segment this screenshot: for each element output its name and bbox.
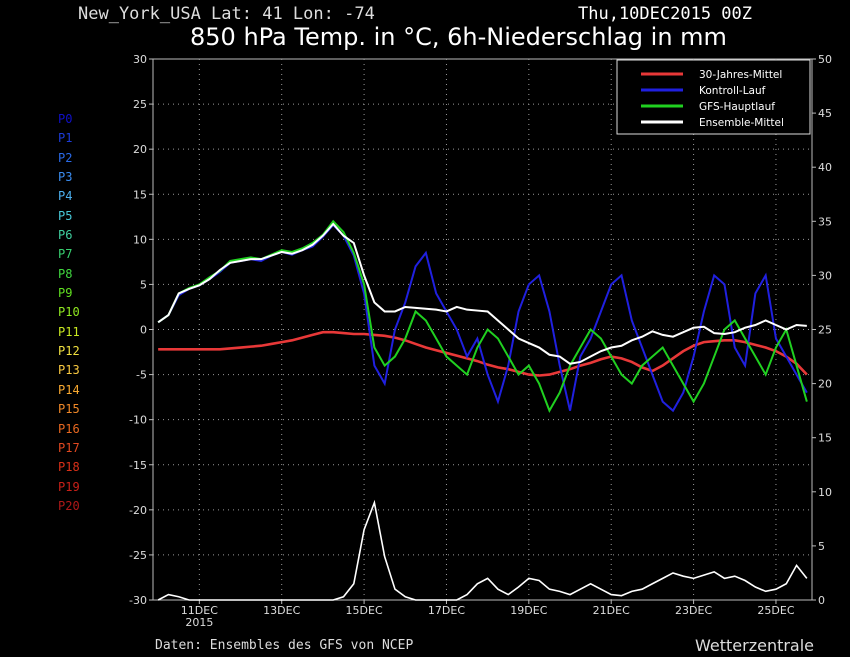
legend-entry-3: GFS-Hauptlauf <box>699 101 775 113</box>
y-tick-label: 10 <box>133 233 147 246</box>
y-tick-label: -20 <box>129 504 147 517</box>
member-label-p20: P20 <box>58 498 80 513</box>
member-label-p16: P16 <box>58 421 80 436</box>
y2-tick-label: 45 <box>818 107 832 120</box>
y-tick-label: -5 <box>136 369 147 382</box>
y2-tick-label: 0 <box>818 594 825 607</box>
member-label-p3: P3 <box>58 170 73 185</box>
legend-entry-2: Kontroll-Lauf <box>699 85 766 97</box>
series-line-3 <box>157 219 808 413</box>
x-tick-label: 17DEC <box>428 604 465 617</box>
y-tick-label: -25 <box>129 549 147 562</box>
y2-tick-label: 25 <box>818 324 832 337</box>
y2-tick-label: 5 <box>818 540 825 553</box>
member-label-p10: P10 <box>58 305 80 320</box>
member-label-p1: P1 <box>58 131 73 146</box>
y2-tick-label: 15 <box>818 432 832 445</box>
location-label: New_York_USA Lat: 41 Lon: -74 <box>78 4 375 24</box>
run-date: Thu,10DEC2015 00Z <box>578 4 752 24</box>
y-tick-label: 0 <box>140 324 147 337</box>
y-tick-label: -10 <box>129 414 147 427</box>
brand-label: Wetterzentrale <box>695 636 815 655</box>
y2-tick-label: 10 <box>818 486 832 499</box>
x-tick-label: 25DEC <box>757 604 794 617</box>
y-tick-label: 20 <box>133 143 147 156</box>
member-label-p8: P8 <box>58 266 73 281</box>
y2-tick-label: 20 <box>818 378 832 391</box>
member-label-p12: P12 <box>58 344 80 359</box>
x-tick-label: 13DEC <box>263 604 300 617</box>
x-tick-label: 19DEC <box>510 604 547 617</box>
y-tick-label: 5 <box>140 278 147 291</box>
chart-title: 850 hPa Temp. in °C, 6h-Niederschlag in … <box>190 23 727 51</box>
member-label-p7: P7 <box>58 247 73 262</box>
member-label-p9: P9 <box>58 286 73 301</box>
series-line-1 <box>158 330 808 377</box>
member-label-p2: P2 <box>58 150 73 165</box>
x-tick-label: 11DEC <box>181 604 218 617</box>
member-label-p18: P18 <box>58 460 80 475</box>
member-label-p11: P11 <box>58 324 80 339</box>
member-list: P0 P1 P2 P3 P4 P5 P6 P7 P8 P9 P10 P11 P12 P13 P14 P15 P1… <box>58 110 80 516</box>
member-label-p19: P19 <box>58 479 80 494</box>
legend-entry-1: 30-Jahres-Mittel <box>699 69 782 81</box>
y-tick-label: -15 <box>129 459 147 472</box>
x-tick-label: 23DEC <box>675 604 712 617</box>
y-tick-label: -30 <box>129 594 147 607</box>
y-tick-label: 15 <box>133 188 147 201</box>
y2-tick-label: 35 <box>818 215 832 228</box>
legend-entry-4: Ensemble-Mittel <box>699 117 784 129</box>
member-label-p14: P14 <box>58 382 80 397</box>
x-tick-sublabel: 2015 <box>185 616 213 629</box>
member-label-p17: P17 <box>58 440 80 455</box>
member-label-p4: P4 <box>58 189 73 204</box>
x-tick-label: 21DEC <box>593 604 630 617</box>
member-label-p0: P0 <box>58 112 73 126</box>
series-line-4 <box>157 222 807 365</box>
member-label-p6: P6 <box>58 228 73 243</box>
member-label-p13: P13 <box>58 363 80 378</box>
y2-tick-label: 30 <box>818 269 832 282</box>
precipitation-mean-line <box>157 499 808 601</box>
data-credit: Daten: Ensembles des GFS von NCEP <box>155 638 414 653</box>
y-tick-label: 30 <box>133 53 147 66</box>
member-label-p15: P15 <box>58 402 80 417</box>
x-tick-label: 15DEC <box>346 604 383 617</box>
y-tick-label: 25 <box>133 98 147 111</box>
y2-tick-label: 50 <box>818 53 832 66</box>
y2-tick-label: 40 <box>818 161 832 174</box>
member-label-p5: P5 <box>58 208 73 223</box>
series-line-2 <box>157 223 808 413</box>
